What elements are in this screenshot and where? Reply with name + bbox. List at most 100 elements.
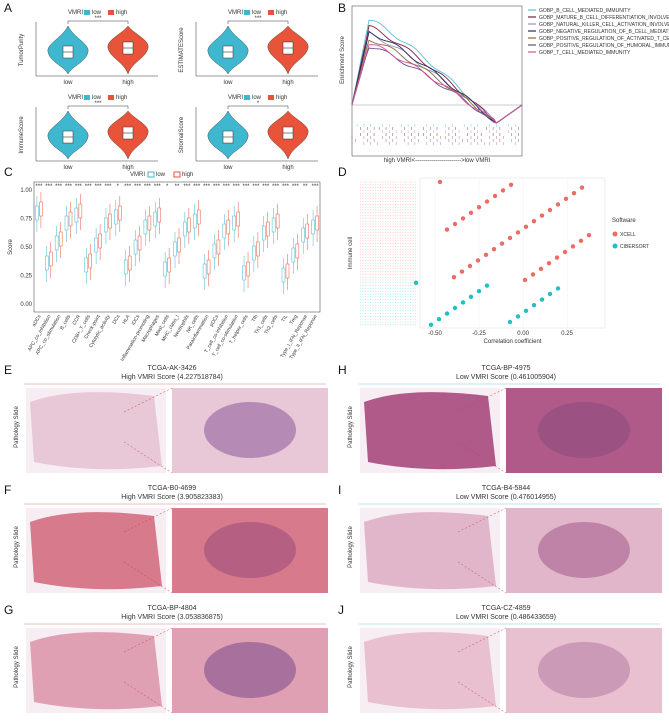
point	[563, 196, 569, 201]
point	[562, 249, 568, 255]
sig-bracket	[67, 105, 129, 109]
point	[452, 221, 458, 227]
point	[475, 258, 481, 263]
tissue-detail	[538, 522, 630, 578]
box	[252, 245, 256, 261]
box	[202, 263, 207, 279]
box	[153, 211, 158, 227]
significance: *	[166, 184, 169, 190]
significance: ***	[75, 184, 83, 190]
y-label: TumorPurity	[19, 34, 25, 66]
point	[530, 272, 536, 277]
x-tick-label: 0.25	[561, 331, 573, 337]
x-tick-label: high	[122, 80, 133, 86]
panel-label: E	[4, 363, 12, 377]
box	[192, 213, 197, 229]
box	[183, 221, 187, 237]
point	[452, 305, 458, 311]
box	[271, 217, 276, 233]
point	[523, 224, 529, 229]
box	[305, 223, 309, 239]
panel-label: D	[338, 165, 347, 179]
x-tick-label: 0.00	[517, 331, 529, 337]
plot-frame	[33, 181, 321, 313]
slide-id: TCGA-BP-4975	[481, 365, 530, 372]
panel-label: J	[338, 603, 344, 617]
side-label: Pathology Slide	[14, 645, 20, 687]
side-label: Pathology Slide	[14, 525, 20, 567]
point	[523, 308, 529, 313]
box	[256, 241, 260, 257]
significance: ***	[95, 184, 103, 190]
tissue-detail	[204, 522, 296, 578]
legend-label: low	[92, 10, 102, 16]
point	[444, 227, 450, 232]
x-tick-label: pDCs	[209, 314, 221, 328]
y-tick-label: 0.00	[20, 302, 32, 308]
box	[58, 231, 63, 247]
y-label: ImmuneScore	[19, 116, 25, 154]
panel-label: I	[338, 483, 341, 497]
box	[301, 227, 305, 243]
plot-frame	[419, 177, 606, 329]
slide-score: High VMRI Score (3.905823383)	[121, 494, 223, 501]
box	[143, 219, 148, 235]
box	[147, 215, 152, 231]
legend-label: CIBERSORT	[620, 244, 649, 250]
significance: ***	[144, 184, 152, 190]
significance: ***	[312, 184, 320, 190]
point	[437, 179, 443, 185]
enrichment-curve	[351, 39, 523, 124]
point	[515, 314, 521, 319]
significance: ***	[35, 184, 43, 190]
box	[173, 241, 177, 257]
point	[555, 202, 561, 207]
box	[262, 225, 266, 241]
legend-swatch	[173, 171, 181, 178]
enrichment-curve	[351, 30, 523, 124]
x-tick-label: high	[122, 165, 133, 171]
significance: ***	[45, 184, 53, 190]
slide-id: TCGA-BP-4804	[147, 605, 196, 612]
box	[118, 205, 122, 221]
significance: ***	[65, 184, 73, 190]
point	[539, 213, 545, 218]
zoom-link	[457, 627, 507, 714]
significance: ***	[55, 184, 63, 190]
legend-label: GOBP_NEGATIVE_REGULATION_OF_B_CELL_MEDIA…	[539, 29, 669, 35]
x-tick-label: Tfh	[251, 314, 260, 323]
x-tick-label: -0.50	[428, 331, 442, 337]
significance: ***	[134, 184, 142, 190]
y-label: Score	[8, 239, 14, 255]
point	[570, 244, 576, 249]
box	[108, 213, 112, 229]
point	[539, 297, 545, 302]
point	[413, 280, 419, 285]
box	[246, 261, 250, 277]
significance: **	[303, 184, 308, 190]
x-tick-label: CCR	[71, 314, 82, 327]
point	[428, 322, 434, 327]
point	[507, 319, 513, 325]
box	[74, 207, 79, 223]
legend-title: VMRI	[68, 10, 83, 16]
panel-label: A	[4, 1, 12, 15]
side-label: Pathology Slide	[14, 405, 20, 447]
tissue-detail	[538, 402, 630, 458]
plot-frame	[351, 5, 523, 157]
legend-label: low	[92, 95, 102, 101]
panel-label: C	[4, 165, 13, 179]
point	[522, 277, 528, 283]
legend-swatch	[612, 243, 618, 249]
point	[492, 193, 498, 199]
enrichment-curve	[351, 44, 523, 124]
x-tick-label: -0.25	[472, 331, 486, 337]
box	[226, 219, 231, 235]
x-tick-label: HLA	[121, 313, 131, 325]
tissue	[364, 512, 496, 590]
legend-label: GOBP_T_CELL_MEDIATED_IMMUNITY	[539, 50, 631, 56]
zoom-link	[123, 387, 173, 474]
tissue-detail	[204, 402, 296, 458]
slide-id: TCGA-B0-4699	[148, 485, 196, 492]
legend-swatch	[147, 171, 155, 178]
